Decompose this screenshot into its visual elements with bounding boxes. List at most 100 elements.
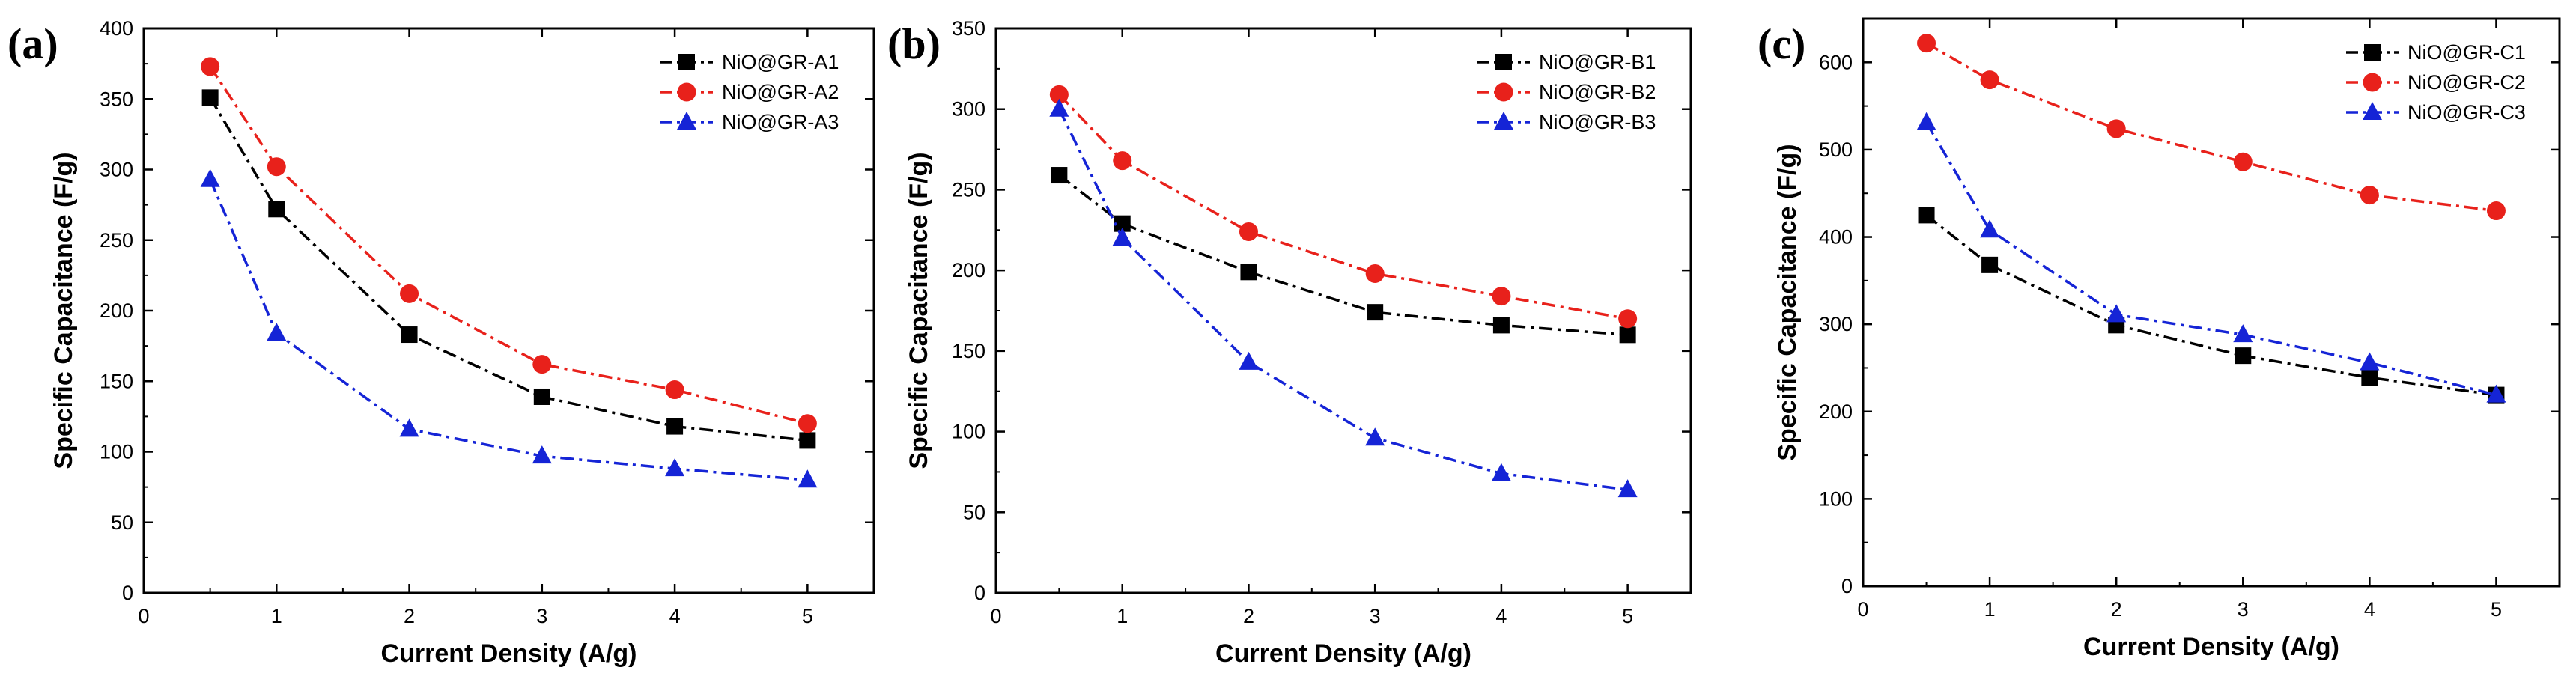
y-tick-label: 200 (100, 299, 133, 322)
legend-marker (1494, 112, 1513, 130)
data-point (2486, 384, 2506, 403)
x-axis-title: Current Density (A/g) (2083, 633, 2339, 661)
data-point (2235, 347, 2252, 365)
series-line (1057, 108, 1628, 491)
legend-marker (677, 112, 696, 130)
data-point (1980, 70, 1999, 90)
legend-marker (677, 82, 696, 102)
series-line (1925, 214, 2497, 397)
y-tick-label: 200 (952, 259, 985, 281)
series-nio-gr-a2 (201, 57, 817, 433)
data-point (1918, 207, 1935, 224)
data-point (1114, 215, 1131, 232)
data-point (1619, 326, 1636, 344)
series-line (209, 97, 808, 442)
y-axis-title: Specific Capacitance (F/g) (1773, 144, 1802, 460)
data-point (1113, 151, 1132, 171)
legend: NiO@GR-B1 NiO@GR-B2 NiO@GR-B3 (1477, 51, 1656, 133)
data-point (267, 323, 287, 341)
data-point (532, 445, 552, 464)
panel-label: (c) (1758, 19, 1805, 68)
legend-label: NiO@GR-C1 (2408, 41, 2526, 64)
y-tick-label: 300 (1819, 313, 1853, 335)
x-tick-label: 5 (2491, 598, 2502, 621)
series-line (1058, 94, 1628, 320)
data-point (1239, 222, 1258, 241)
data-point (1980, 219, 2000, 238)
data-point (1617, 479, 1638, 498)
x-tick-label: 5 (1622, 605, 1633, 627)
data-point (2361, 369, 2378, 386)
legend-label: NiO@GR-B1 (1539, 51, 1656, 73)
panel-label: (a) (7, 19, 58, 68)
y-tick-label: 250 (100, 229, 133, 252)
legend-label: NiO@GR-B2 (1539, 81, 1656, 103)
y-tick-label: 600 (1819, 51, 1853, 73)
x-axis-title: Current Density (A/g) (381, 639, 637, 668)
y-tick-label: 100 (100, 441, 133, 463)
x-tick-label: 2 (404, 605, 415, 627)
x-tick-label: 3 (536, 605, 547, 627)
data-point (1049, 98, 1069, 117)
y-tick-label: 300 (100, 159, 133, 181)
data-point (1112, 228, 1132, 246)
data-point (1367, 304, 1384, 321)
x-tick-label: 0 (1857, 598, 1868, 621)
y-tick-label: 250 (952, 178, 985, 201)
y-tick-label: 150 (100, 370, 133, 392)
data-point (268, 201, 285, 218)
series-line (1925, 42, 2497, 213)
x-tick-label: 0 (138, 605, 149, 627)
series-nio-gr-c2 (1917, 34, 2506, 221)
data-point (2106, 119, 2126, 138)
data-point (2360, 186, 2379, 205)
data-point (799, 432, 816, 449)
x-tick-label: 3 (2238, 598, 2249, 621)
series-nio-gr-c1 (1918, 207, 2505, 404)
series-nio-gr-a1 (201, 89, 816, 449)
panel-a: (a)0 1 2 3 4 5050100150200250300350400Current… (7, 17, 875, 668)
data-point (1240, 264, 1257, 281)
x-axis-title: Current Density (A/g) (1215, 639, 1471, 668)
y-tick-label: 150 (952, 340, 985, 362)
data-point (2233, 324, 2253, 343)
y-tick-label: 200 (1819, 401, 1853, 423)
data-point (400, 284, 419, 303)
legend-marker (2364, 44, 2381, 61)
x-tick-label: 5 (802, 605, 813, 627)
y-tick-label: 0 (974, 582, 985, 604)
x-tick-label: 2 (2111, 598, 2122, 621)
x-tick-label: 0 (990, 605, 1001, 627)
data-point (2106, 304, 2127, 323)
series-nio-gr-b2 (1049, 85, 1638, 329)
data-point (798, 414, 817, 433)
panel-label: (b) (887, 19, 941, 68)
y-tick-label: 300 (952, 98, 985, 121)
y-tick-label: 400 (100, 17, 133, 40)
data-point (666, 418, 684, 435)
y-tick-label: 50 (963, 501, 985, 523)
data-point (1618, 309, 1638, 329)
legend: NiO@GR-A1 NiO@GR-A2 NiO@GR-A3 (660, 51, 839, 133)
data-point (665, 380, 684, 400)
data-point (1491, 463, 1511, 481)
data-point (2233, 152, 2253, 171)
data-point (267, 157, 286, 177)
x-tick-label: 3 (1370, 605, 1381, 627)
y-tick-label: 0 (122, 582, 133, 604)
data-point (201, 89, 219, 106)
data-point (1981, 256, 1999, 273)
x-tick-label: 1 (1984, 598, 1996, 621)
data-point (399, 418, 419, 437)
data-point (533, 388, 550, 405)
series-nio-gr-b3 (1049, 98, 1638, 498)
data-point (2486, 201, 2506, 221)
x-tick-label: 2 (1243, 605, 1254, 627)
data-point (1365, 264, 1385, 283)
panel-c: (c) 0 1 2 3 4 5 0 100 200 300 400 500 600 Current Dens… (1758, 17, 2561, 661)
y-tick-label: 350 (952, 17, 985, 40)
legend-marker (1494, 82, 1513, 102)
data-point (201, 57, 220, 76)
data-point (532, 355, 552, 374)
